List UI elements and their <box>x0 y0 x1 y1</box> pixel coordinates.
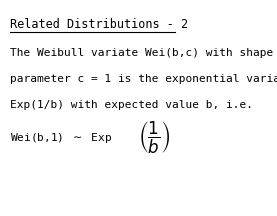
Text: Exp(1/b) with expected value b, i.e.: Exp(1/b) with expected value b, i.e. <box>10 100 253 110</box>
Text: The Weibull variate Wei(b,c) with shape: The Weibull variate Wei(b,c) with shape <box>10 48 273 58</box>
Text: parameter c = 1 is the exponential variate: parameter c = 1 is the exponential varia… <box>10 74 277 84</box>
Text: Wei(b,1) $\sim$ Exp: Wei(b,1) $\sim$ Exp <box>10 131 112 145</box>
Text: $\left(\dfrac{1}{b}\right)$: $\left(\dfrac{1}{b}\right)$ <box>138 120 171 156</box>
Text: Related Distributions - 2: Related Distributions - 2 <box>10 18 188 31</box>
